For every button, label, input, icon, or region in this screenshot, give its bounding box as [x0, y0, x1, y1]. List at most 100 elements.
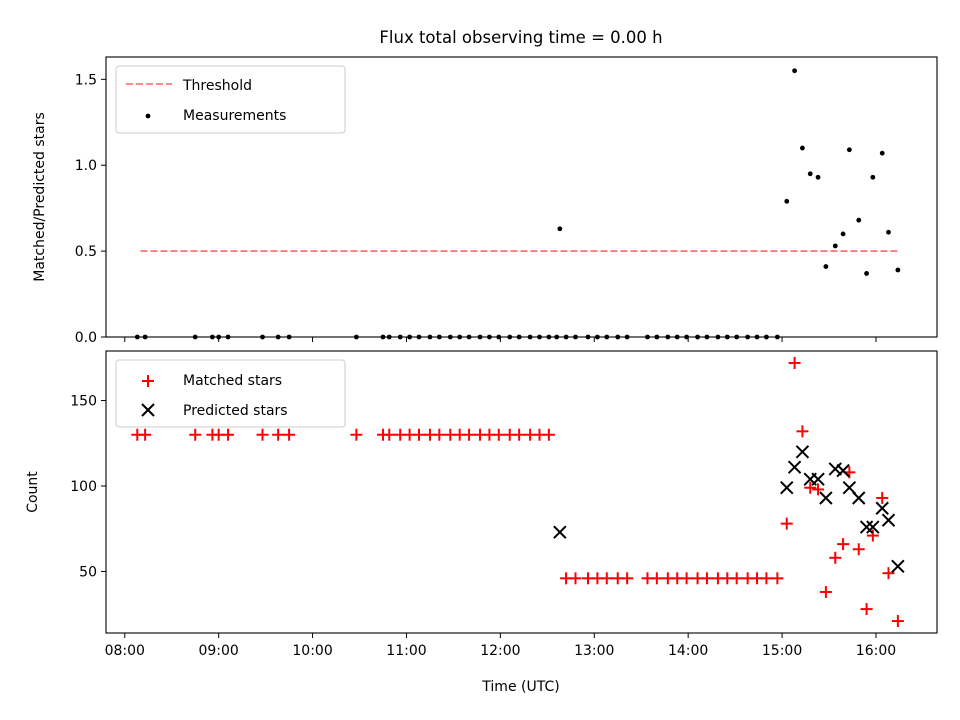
matched-stars-point: [350, 428, 363, 441]
matched-stars-point: [542, 428, 555, 441]
matched-stars-point: [819, 585, 832, 598]
matched-stars-point: [513, 428, 526, 441]
predicted-stars-point: [859, 520, 874, 534]
predicted-stars-point: [811, 472, 825, 486]
matched-stars-point: [621, 572, 634, 585]
y-tick-label: 0.0: [75, 330, 97, 346]
predicted-stars-point: [866, 520, 880, 534]
measurement-point: [792, 68, 797, 74]
predicted-legend-swatch: [141, 403, 155, 417]
measurement-point: [557, 226, 563, 232]
matched-stars-point: [650, 572, 663, 585]
predicted-stars-point: [852, 491, 866, 505]
matched-stars-point: [812, 483, 825, 496]
ratio-panel: 0.0 0.5 1.0 1.5 Matched/Predicted stars Thr…: [32, 56, 938, 346]
x-tick-label: 16:00: [856, 643, 896, 659]
predicted-stars-point: [780, 481, 794, 495]
y-tick-label: 1.0: [75, 158, 97, 174]
count-y-axis-label: Count: [25, 471, 41, 513]
y-tick-label: 100: [70, 479, 97, 495]
matched-stars-point: [852, 543, 865, 556]
y-tick-label: 50: [79, 564, 97, 580]
matched-stars-point: [829, 551, 842, 564]
matched-stars-point: [383, 428, 396, 441]
matched-stars-point: [189, 428, 202, 441]
y-tick-label: 150: [70, 394, 97, 410]
matched-stars-point: [700, 572, 713, 585]
measurement-point: [864, 271, 869, 276]
matched-stars-point: [771, 572, 784, 585]
matched-stars-point: [788, 356, 801, 369]
matched-stars-point: [804, 481, 817, 494]
matched-stars-point: [876, 491, 889, 504]
threshold-legend-label: Threshold: [182, 78, 252, 94]
matched-stars-point: [882, 567, 895, 580]
count-legend-box: [115, 359, 346, 428]
measurement-point: [879, 150, 885, 156]
matched-stars-point: [256, 428, 269, 441]
predicted-stars-point: [881, 513, 896, 527]
count-axes-frame: [105, 350, 938, 634]
matched-stars-point: [680, 572, 693, 585]
measurements-legend-swatch: [145, 113, 151, 119]
x-tick-label: 12:00: [480, 643, 520, 659]
predicted-stars-point: [875, 501, 889, 515]
predicted-stars-point: [787, 460, 802, 474]
measurement-point: [886, 229, 891, 235]
measurement-point: [800, 145, 805, 151]
matched-stars-point: [891, 615, 904, 628]
matched-stars-point: [760, 572, 773, 585]
matched-stars-point: [272, 428, 285, 441]
x-tick-label: 13:00: [574, 643, 614, 659]
matched-stars-point: [222, 428, 235, 441]
matched-stars-point: [860, 603, 873, 616]
predicted-stars-point: [795, 445, 810, 459]
x-tick-label: 15:00: [762, 643, 802, 659]
predicted-stars-point: [828, 462, 842, 476]
matched-stars-point: [600, 572, 613, 585]
ratio-y-axis-label: Matched/Predicted stars: [32, 112, 48, 282]
measurement-point: [856, 217, 862, 223]
x-tick-label: 11:00: [386, 643, 426, 659]
measurement-point: [870, 174, 876, 180]
matched-stars-point: [283, 428, 296, 441]
x-axis-label: Time (UTC): [481, 679, 559, 695]
measurements-legend-label: Measurements: [183, 108, 286, 124]
ratio-legend: Threshold Measurements: [115, 65, 346, 134]
matched-stars-point: [569, 572, 582, 585]
y-tick-label: 0.5: [75, 244, 97, 260]
measurement-point: [846, 147, 852, 153]
matched-stars-point: [866, 529, 879, 542]
x-tick-label: 09:00: [198, 643, 238, 659]
matched-stars-point: [730, 572, 743, 585]
predicted-stars-point: [553, 525, 567, 539]
matched-legend-swatch: [142, 375, 154, 387]
matched-stars-point: [780, 517, 793, 530]
predicted-stars-point: [819, 491, 833, 505]
matched-legend-label: Matched stars: [183, 373, 282, 389]
matched-stars-point: [433, 428, 446, 441]
predicted-stars-point: [836, 463, 850, 478]
y-tick-label: 1.5: [75, 72, 97, 88]
ratio-axes-frame: [105, 56, 938, 338]
count-panel: 08:00 09:00 10:00 11:00 12:00 13:00 14:00 15:00…: [25, 350, 938, 659]
x-tick-label: 08:00: [105, 643, 145, 659]
ratio-axes: 0.0 0.5 1.0 1.5: [75, 72, 877, 346]
predicted-stars-point: [891, 559, 905, 574]
matched-stars-point: [139, 428, 152, 441]
measurement-point: [840, 231, 846, 237]
count-marks: [131, 356, 905, 628]
matched-stars-point: [412, 428, 425, 441]
x-tick-label: 14:00: [668, 643, 708, 659]
ratio-legend-box: [115, 65, 346, 134]
count-axes: 08:00 09:00 10:00 11:00 12:00 13:00 14:00 15:00…: [70, 394, 896, 659]
measurement-point: [815, 174, 821, 180]
x-tick-label: 10:00: [292, 643, 332, 659]
matched-stars-point: [463, 428, 476, 441]
matched-stars-point: [796, 425, 809, 438]
chart-title: Flux total observing time = 0.00 h: [379, 28, 662, 47]
matched-stars-point: [492, 428, 505, 441]
measurement-point: [784, 198, 790, 204]
measurement-point: [823, 264, 829, 269]
